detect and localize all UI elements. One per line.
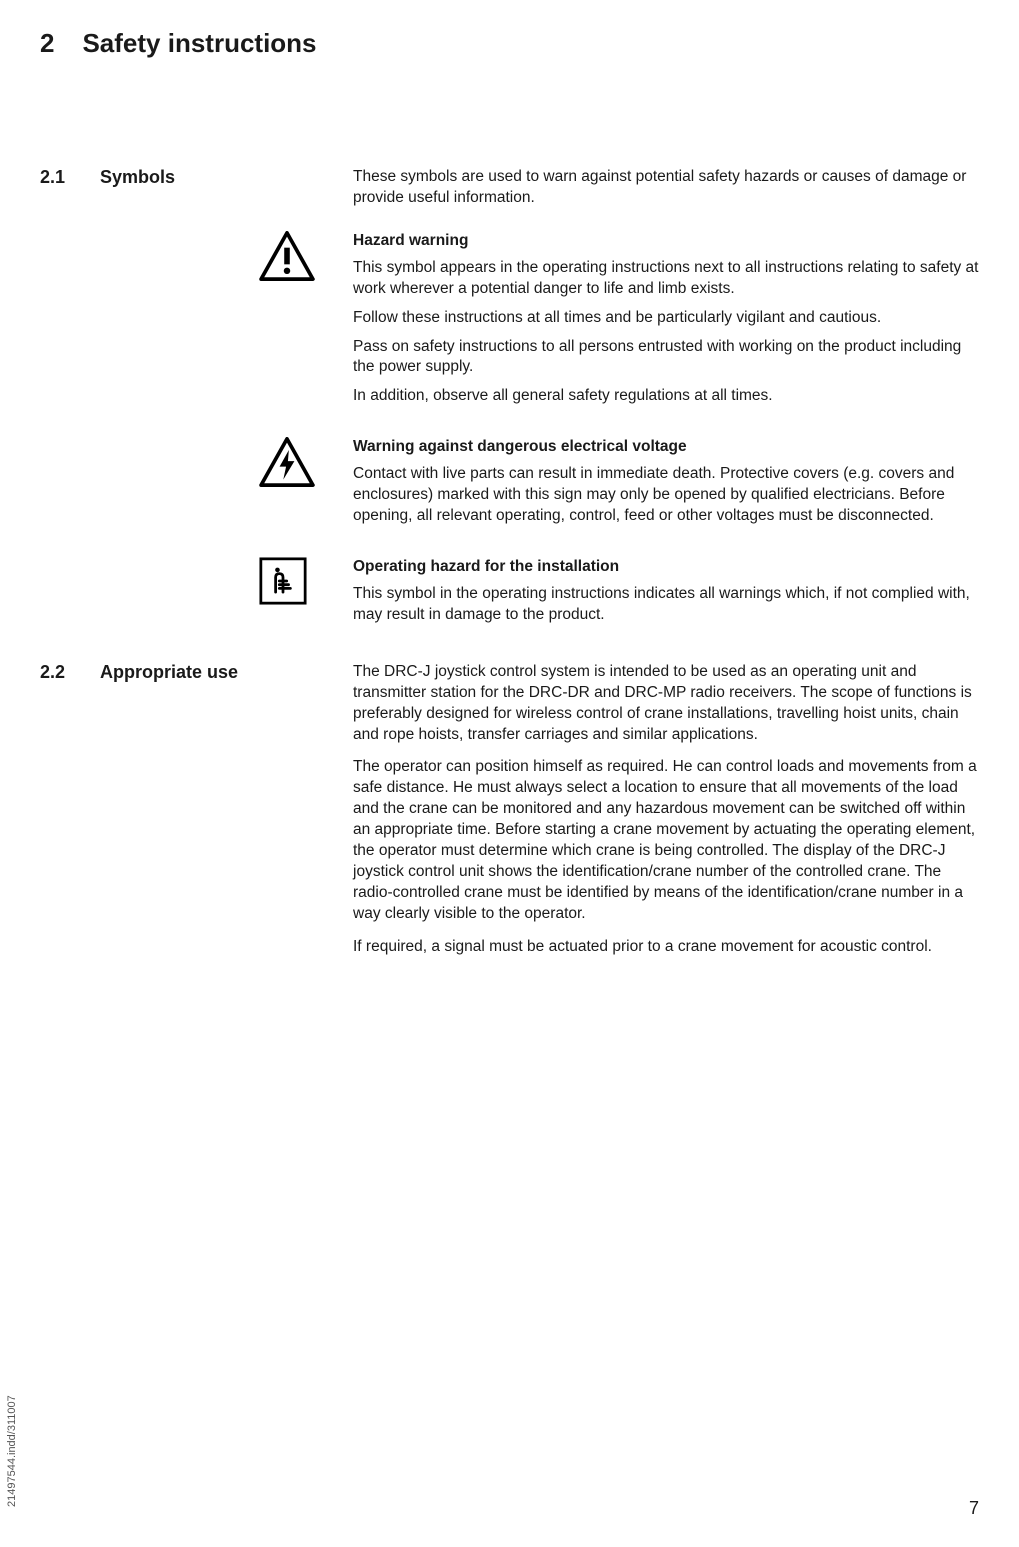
section-name: Appropriate use [100, 662, 238, 970]
symbol-para: This symbol appears in the operating ins… [353, 258, 979, 300]
section-number: 2.1 [40, 167, 72, 209]
section-body: The DRC-J joystick control system is int… [353, 662, 979, 970]
footer-side-text: 21497544.indd/311007 [6, 1395, 18, 1507]
symbol-title: Operating hazard for the installation [353, 557, 979, 578]
section-intro: These symbols are used to warn against p… [353, 167, 979, 209]
warning-triangle-icon [259, 231, 315, 287]
symbol-para: Contact with live parts can result in im… [353, 464, 979, 527]
symbol-text: Operating hazard for the installation Th… [353, 557, 979, 634]
symbol-para: This symbol in the operating instruction… [353, 584, 979, 626]
symbol-icon-wrap [40, 231, 325, 415]
section-2-2: 2.2 Appropriate use The DRC-J joystick c… [40, 662, 979, 970]
chapter-number: 2 [40, 28, 54, 59]
body-para: If required, a signal must be actuated p… [353, 937, 979, 958]
symbol-para: In addition, observe all general safety … [353, 386, 979, 407]
symbol-text: Warning against dangerous electrical vol… [353, 437, 979, 535]
symbol-icon-wrap [40, 557, 325, 634]
body-para: The operator can position himself as req… [353, 757, 979, 924]
chapter-title: Safety instructions [82, 28, 316, 59]
symbol-block-hazard: Hazard warning This symbol appears in th… [40, 231, 979, 415]
symbol-block-electrical: Warning against dangerous electrical vol… [40, 437, 979, 535]
intro-text: These symbols are used to warn against p… [353, 167, 979, 209]
chapter-header: 2 Safety instructions [40, 28, 979, 59]
body-para: The DRC-J joystick control system is int… [353, 662, 979, 746]
symbol-title: Hazard warning [353, 231, 979, 252]
page-number: 7 [969, 1498, 979, 1519]
section-heading-left: 2.2 Appropriate use [40, 662, 325, 970]
operating-hazard-icon [259, 557, 315, 613]
symbol-para: Pass on safety instructions to all perso… [353, 337, 979, 379]
symbol-block-operating-hazard: Operating hazard for the installation Th… [40, 557, 979, 634]
symbol-icon-wrap [40, 437, 325, 535]
electrical-warning-icon [259, 437, 315, 493]
section-number: 2.2 [40, 662, 72, 970]
section-2-1: 2.1 Symbols These symbols are used to wa… [40, 167, 979, 634]
symbol-title: Warning against dangerous electrical vol… [353, 437, 979, 458]
section-heading-left: 2.1 Symbols [40, 167, 325, 209]
symbol-text: Hazard warning This symbol appears in th… [353, 231, 979, 415]
section-name: Symbols [100, 167, 175, 209]
symbol-para: Follow these instructions at all times a… [353, 308, 979, 329]
